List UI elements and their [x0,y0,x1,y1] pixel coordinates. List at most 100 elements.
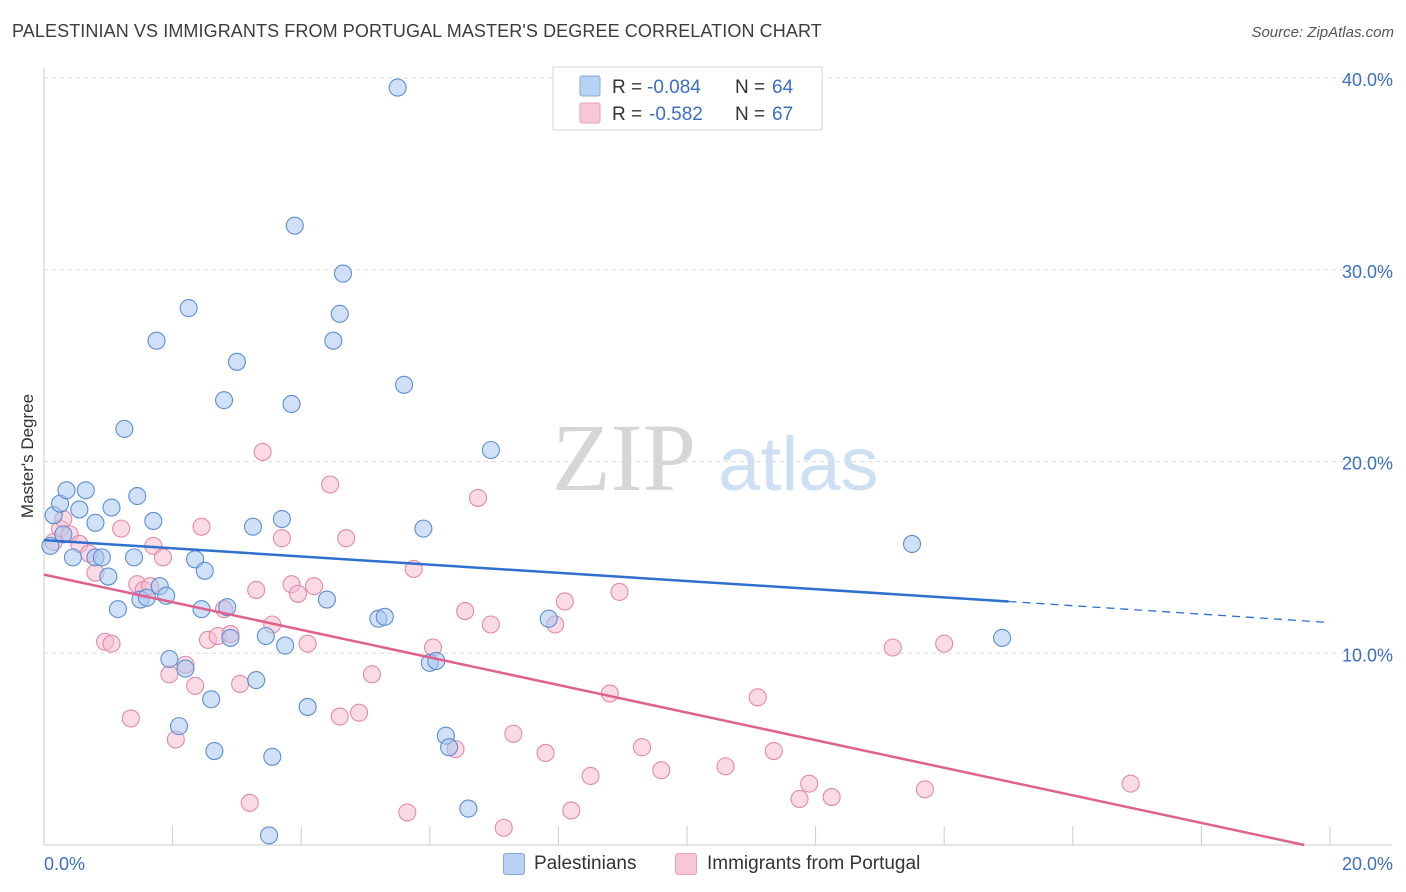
palestinians-point-49 [333,264,353,283]
stats-legend: R = -0.084 N = 64 R = -0.582 N = 67 [552,66,823,131]
grid-lines [44,77,1392,654]
portugal-point-19 [186,676,205,695]
palestinians-point-41 [272,509,291,529]
palestinians-point-46 [317,590,336,609]
palestinians-point-10 [92,548,111,567]
portugal-point-60 [764,741,783,761]
palestinians-point-53 [395,375,414,394]
palestinians-point-13 [108,600,127,619]
portugal-point-67 [1121,774,1140,793]
portugal-point-56 [632,738,652,757]
trend-line-palestinians-extension [1008,600,1331,624]
legend-label-portugal: Immigrants from Portugal [707,853,921,874]
portugal-point-15 [153,548,173,567]
palestinians-point-16 [128,486,147,506]
palestinians-point-6 [70,500,89,519]
palestinians-point-58 [440,738,459,757]
palestinians-point-33 [218,598,237,617]
palestinians-point-35 [227,352,246,371]
portugal-point-62 [800,774,819,793]
series-palestinians [41,78,1012,845]
portugal-point-32 [288,584,308,603]
portugal-point-35 [321,475,340,494]
portugal-point-64 [883,638,902,657]
trend-line-portugal [43,573,1305,847]
palestinians-point-29 [195,561,214,580]
watermark-atlas: atlas [718,422,879,507]
chart-title: PALESTINIAN VS IMMIGRANTS FROM PORTUGAL … [12,21,822,41]
portugal-point-20 [192,517,211,536]
palestinians-point-32 [214,391,234,410]
tick-labels: 10.0% 20.0% 30.0% 40.0% 0.0% 20.0% [44,70,1393,874]
palestinians-point-14 [115,419,134,438]
portugal-point-63 [822,788,841,807]
portugal-point-61 [790,789,809,809]
palestinians-point-23 [160,649,179,669]
palestinians-point-62 [902,534,922,554]
palestinians-point-11 [99,567,118,586]
palestinians-point-39 [259,826,279,845]
portugal-point-55 [610,582,629,601]
palestinians-point-38 [256,626,275,646]
portugal-point-37 [337,529,356,548]
palestinians-point-51 [375,607,394,626]
legend-swatch-palestinians [503,853,525,875]
palestinians-point-59 [459,799,478,818]
y-tick-label-2: 30.0% [1342,262,1393,282]
portugal-point-59 [748,688,767,707]
watermark: ZIP atlas [552,404,879,511]
palestinians-point-24 [169,717,189,736]
portugal-point-40 [398,803,417,822]
portugal-point-9 [112,519,131,538]
palestinians-point-9 [86,513,105,532]
palestinians-point-26 [179,299,198,318]
x-tick-label-0: 0.0% [44,854,85,874]
palestinians-point-52 [388,78,407,97]
palestinians-point-36 [243,517,263,536]
portugal-point-8 [102,634,121,653]
legend-label-palestinians: Palestinians [534,853,637,874]
palestinians-point-45 [298,697,317,716]
portugal-point-51 [555,592,574,611]
portugal-point-27 [247,580,266,600]
portugal-point-46 [481,615,500,634]
portugal-point-28 [253,442,272,461]
palestinians-point-20 [147,331,166,350]
portugal-point-48 [504,724,523,743]
stats-swatch-palestinians [579,75,601,97]
portugal-point-65 [915,780,934,799]
trend-lines [43,538,1331,847]
palestinians-point-60 [481,440,500,460]
stats-swatch-portugal [579,102,601,124]
portugal-point-58 [716,757,735,776]
trend-line-palestinians [43,538,1009,603]
stats-n-value-1: 64 [772,77,794,98]
palestinians-point-42 [276,636,295,655]
palestinians-point-25 [176,659,195,678]
portugal-point-25 [231,674,250,693]
x-tick-label-1: 20.0% [1342,854,1393,874]
palestinians-point-31 [205,741,224,761]
portugal-point-57 [652,761,671,780]
palestinians-point-34 [221,628,240,647]
stats-r-value-2: -0.582 [649,104,703,125]
portugal-point-44 [456,602,475,621]
portugal-point-66 [935,634,954,653]
palestinians-point-44 [285,216,304,235]
portugal-point-47 [494,818,513,837]
y-axis-label: Master's Degree [18,394,37,518]
portugal-point-38 [350,703,369,722]
palestinians-point-37 [247,671,266,690]
portugal-point-33 [298,634,317,653]
palestinians-point-7 [76,481,95,500]
y-tick-label-3: 40.0% [1342,70,1393,90]
stats-n-label-2: N = [735,104,765,125]
portugal-point-16 [160,665,179,684]
palestinians-point-5 [63,548,82,567]
y-tick-label-1: 20.0% [1342,454,1393,474]
palestinians-point-40 [263,747,282,766]
y-tick-label-0: 10.0% [1342,645,1393,665]
palestinians-point-30 [202,690,221,709]
stats-r-label-1: R = [612,77,642,98]
